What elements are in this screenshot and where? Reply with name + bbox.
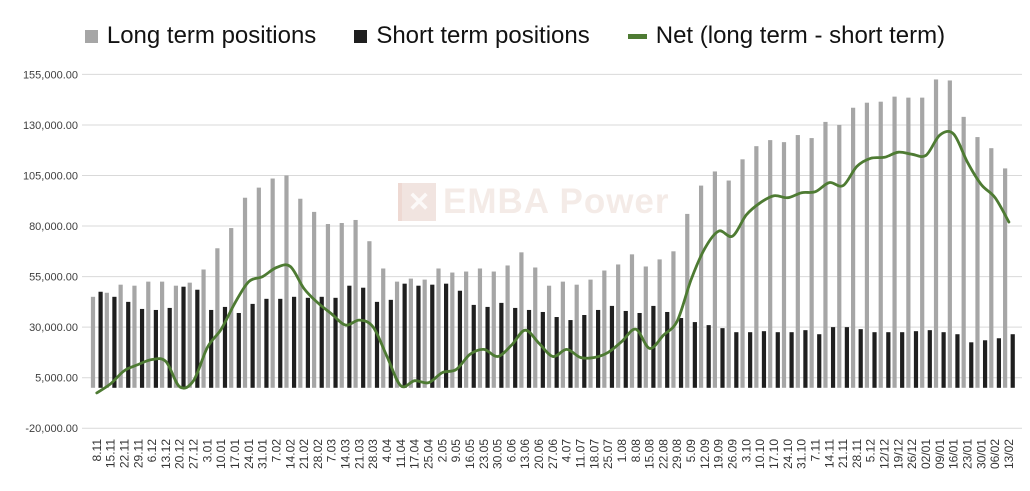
svg-text:17.10: 17.10 <box>767 439 781 469</box>
legend-item-short-term[interactable]: Short term positions <box>354 22 590 50</box>
svg-text:11.07: 11.07 <box>574 439 588 468</box>
svg-text:14.02: 14.02 <box>283 439 297 469</box>
svg-text:15.11: 15.11 <box>104 439 118 468</box>
svg-text:13.06: 13.06 <box>518 439 532 469</box>
svg-text:29.11: 29.11 <box>131 439 145 468</box>
short-term-swatch-icon <box>354 29 368 43</box>
chart-legend: Long term positions Short term positions… <box>0 22 1030 50</box>
svg-text:130,000.00: 130,000.00 <box>23 120 78 132</box>
svg-text:30.05: 30.05 <box>491 439 505 469</box>
net-line <box>95 130 1011 395</box>
svg-text:16.05: 16.05 <box>463 439 477 469</box>
svg-text:30/01: 30/01 <box>974 439 988 469</box>
svg-text:13/02: 13/02 <box>1002 439 1016 469</box>
svg-text:27.12: 27.12 <box>187 439 201 469</box>
svg-text:31.10: 31.10 <box>795 439 809 469</box>
svg-text:8.11: 8.11 <box>90 439 104 462</box>
svg-text:29.08: 29.08 <box>670 439 684 469</box>
svg-text:25.04: 25.04 <box>421 439 435 469</box>
svg-text:105,000.00: 105,000.00 <box>23 170 78 182</box>
legend-label-long-term: Long term positions <box>106 22 317 49</box>
svg-text:23.05: 23.05 <box>477 439 491 469</box>
svg-text:26.09: 26.09 <box>726 439 740 469</box>
svg-text:18.07: 18.07 <box>587 439 601 469</box>
long-term-swatch-icon <box>84 29 98 43</box>
svg-text:17.01: 17.01 <box>228 439 242 469</box>
svg-text:26/12: 26/12 <box>905 439 919 469</box>
svg-text:15.08: 15.08 <box>643 439 657 469</box>
y-axis-labels: 155,000.00 130,000.00 105,000.00 80,000.00 5… <box>23 69 78 435</box>
svg-text:02/01: 02/01 <box>919 439 933 469</box>
svg-text:22.11: 22.11 <box>117 439 131 468</box>
svg-text:19/12: 19/12 <box>891 439 905 469</box>
svg-text:16/01: 16/01 <box>947 439 961 469</box>
svg-text:24.01: 24.01 <box>242 439 256 469</box>
legend-label-net: Net (long term - short term) <box>655 22 946 49</box>
svg-text:6.12: 6.12 <box>145 439 159 463</box>
svg-text:-20,000.00: -20,000.00 <box>25 423 78 435</box>
svg-text:31.01: 31.01 <box>256 439 270 469</box>
svg-text:1.08: 1.08 <box>615 439 629 463</box>
svg-text:2.05: 2.05 <box>435 439 449 463</box>
svg-text:10.01: 10.01 <box>214 439 228 469</box>
svg-text:8.08: 8.08 <box>629 439 643 463</box>
legend-item-net[interactable]: Net (long term - short term) <box>627 22 946 50</box>
svg-text:7.02: 7.02 <box>269 439 283 463</box>
svg-text:55,000.00: 55,000.00 <box>29 272 78 284</box>
svg-text:3.01: 3.01 <box>200 439 214 463</box>
svg-text:4.04: 4.04 <box>380 439 394 463</box>
legend-item-long-term[interactable]: Long term positions <box>84 22 317 50</box>
svg-text:7.03: 7.03 <box>325 439 339 463</box>
svg-text:20.12: 20.12 <box>173 439 187 469</box>
svg-text:12.09: 12.09 <box>698 439 712 469</box>
svg-text:13.12: 13.12 <box>159 439 173 469</box>
svg-text:3.10: 3.10 <box>739 439 753 463</box>
svg-text:5.12: 5.12 <box>864 439 878 463</box>
svg-text:10.10: 10.10 <box>753 439 767 469</box>
svg-text:7.11: 7.11 <box>808 439 822 462</box>
svg-text:80,000.00: 80,000.00 <box>29 221 78 233</box>
bars <box>90 79 1015 388</box>
svg-text:6.06: 6.06 <box>504 439 518 463</box>
svg-text:21.03: 21.03 <box>352 439 366 469</box>
svg-text:28.02: 28.02 <box>311 439 325 469</box>
legend-label-short-term: Short term positions <box>376 22 590 49</box>
svg-text:27.06: 27.06 <box>546 439 560 469</box>
svg-text:06/02: 06/02 <box>988 439 1002 469</box>
svg-text:28.11: 28.11 <box>850 439 864 468</box>
svg-text:14.11: 14.11 <box>822 439 836 468</box>
svg-text:19.09: 19.09 <box>712 439 726 469</box>
svg-text:30,000.00: 30,000.00 <box>29 322 78 334</box>
svg-text:4.07: 4.07 <box>560 439 574 463</box>
svg-text:24.10: 24.10 <box>781 439 795 469</box>
net-line-swatch-icon <box>627 33 647 39</box>
svg-text:14.03: 14.03 <box>339 439 353 469</box>
svg-text:28.03: 28.03 <box>366 439 380 469</box>
svg-text:12/12: 12/12 <box>878 439 892 469</box>
svg-text:5.09: 5.09 <box>684 439 698 463</box>
svg-text:11.04: 11.04 <box>394 439 408 468</box>
svg-text:17.04: 17.04 <box>408 439 422 469</box>
svg-text:22.08: 22.08 <box>656 439 670 469</box>
x-axis-labels: 8.11 15.11 22.11 29.11 6.12 13.12 20.12 27.12 3.… <box>90 439 1016 469</box>
svg-text:155,000.00: 155,000.00 <box>23 69 78 81</box>
svg-text:25.07: 25.07 <box>601 439 615 469</box>
svg-text:20.06: 20.06 <box>532 439 546 469</box>
svg-text:21.02: 21.02 <box>297 439 311 469</box>
svg-text:9.05: 9.05 <box>449 439 463 463</box>
svg-text:23/01: 23/01 <box>960 439 974 469</box>
svg-text:09/01: 09/01 <box>933 439 947 469</box>
svg-text:5,000.00: 5,000.00 <box>35 373 78 385</box>
svg-text:21.11: 21.11 <box>836 439 850 468</box>
